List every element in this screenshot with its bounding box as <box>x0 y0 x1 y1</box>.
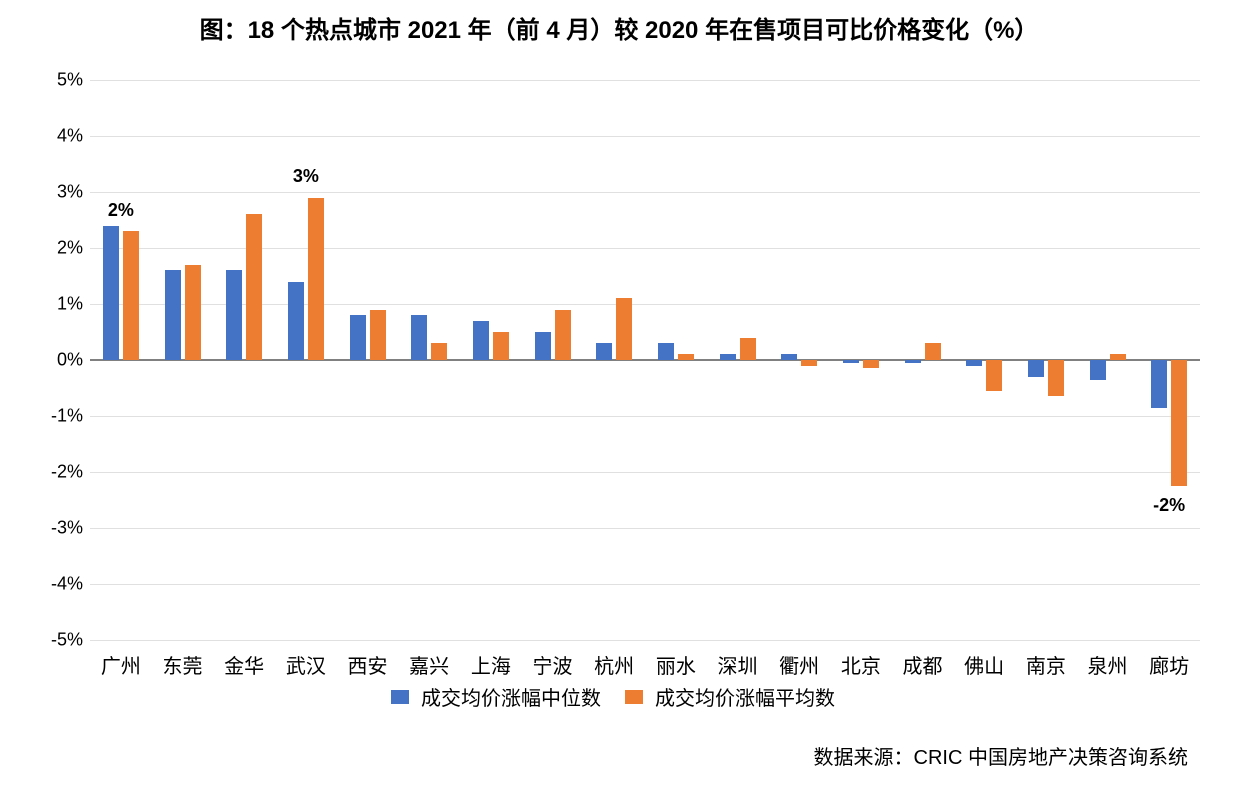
legend-label: 成交均价涨幅平均数 <box>655 682 835 711</box>
bar-mean <box>925 343 941 360</box>
ytick-label: 1% <box>13 294 83 315</box>
bar-median <box>165 270 181 360</box>
legend: 成交均价涨幅中位数 成交均价涨幅平均数 <box>0 682 1238 711</box>
bar-median <box>1028 360 1044 377</box>
x-category-label: 衢州 <box>768 650 830 679</box>
bar-median <box>596 343 612 360</box>
x-category-label: 东莞 <box>152 650 214 679</box>
bar-mean <box>986 360 1002 391</box>
gridline <box>90 192 1200 193</box>
x-category-label: 广州 <box>90 650 152 679</box>
x-category-label: 北京 <box>830 650 892 679</box>
x-category-label: 廊坊 <box>1138 650 1200 679</box>
bar-mean <box>1171 360 1187 486</box>
bar-mean <box>431 343 447 360</box>
bar-median <box>843 360 859 363</box>
bar-median <box>905 360 921 363</box>
bar-mean <box>123 231 139 360</box>
data-label: 2% <box>108 200 134 221</box>
x-category-label: 西安 <box>337 650 399 679</box>
legend-label: 成交均价涨幅中位数 <box>421 682 601 711</box>
x-category-label: 武汉 <box>275 650 337 679</box>
x-category-label: 泉州 <box>1077 650 1139 679</box>
bar-median <box>966 360 982 366</box>
bar-median <box>1090 360 1106 380</box>
bar-mean <box>1048 360 1064 396</box>
bar-mean <box>740 338 756 360</box>
bar-median <box>411 315 427 360</box>
plot-area <box>90 80 1200 640</box>
legend-swatch <box>625 690 643 704</box>
bar-median <box>350 315 366 360</box>
ytick-label: 2% <box>13 238 83 259</box>
x-category-label: 上海 <box>460 650 522 679</box>
bar-median <box>1151 360 1167 408</box>
bar-median <box>781 354 797 360</box>
bar-median <box>288 282 304 360</box>
ytick-label: -4% <box>13 574 83 595</box>
legend-swatch <box>391 690 409 704</box>
x-category-label: 丽水 <box>645 650 707 679</box>
bar-median <box>103 226 119 360</box>
gridline <box>90 416 1200 417</box>
bar-mean <box>1110 354 1126 360</box>
gridline <box>90 472 1200 473</box>
bar-mean <box>616 298 632 360</box>
data-label: -2% <box>1153 495 1185 516</box>
bar-median <box>720 354 736 360</box>
bar-mean <box>246 214 262 360</box>
bar-mean <box>801 360 817 366</box>
ytick-label: 3% <box>13 182 83 203</box>
ytick-label: -5% <box>13 630 83 651</box>
bar-median <box>473 321 489 360</box>
x-category-label: 杭州 <box>583 650 645 679</box>
bar-mean <box>863 360 879 368</box>
gridline <box>90 528 1200 529</box>
x-category-label: 嘉兴 <box>398 650 460 679</box>
gridline <box>90 584 1200 585</box>
bar-mean <box>493 332 509 360</box>
bar-mean <box>678 354 694 360</box>
data-source: 数据来源：CRIC 中国房地产决策咨询系统 <box>814 741 1188 770</box>
bar-median <box>658 343 674 360</box>
bar-mean <box>370 310 386 360</box>
gridline <box>90 80 1200 81</box>
x-category-label: 成都 <box>892 650 954 679</box>
chart-title: 图：18 个热点城市 2021 年（前 4 月）较 2020 年在售项目可比价格… <box>0 10 1238 45</box>
bar-mean <box>555 310 571 360</box>
bar-mean <box>185 265 201 360</box>
ytick-label: -3% <box>13 518 83 539</box>
ytick-label: 0% <box>13 350 83 371</box>
gridline <box>90 640 1200 641</box>
ytick-label: 4% <box>13 126 83 147</box>
x-category-label: 宁波 <box>522 650 584 679</box>
x-category-label: 金华 <box>213 650 275 679</box>
x-category-label: 南京 <box>1015 650 1077 679</box>
data-label: 3% <box>293 166 319 187</box>
ytick-label: 5% <box>13 70 83 91</box>
bar-mean <box>308 198 324 360</box>
ytick-label: -1% <box>13 406 83 427</box>
ytick-label: -2% <box>13 462 83 483</box>
gridline <box>90 136 1200 137</box>
x-category-label: 深圳 <box>707 650 769 679</box>
bar-median <box>226 270 242 360</box>
x-category-label: 佛山 <box>953 650 1015 679</box>
bar-median <box>535 332 551 360</box>
